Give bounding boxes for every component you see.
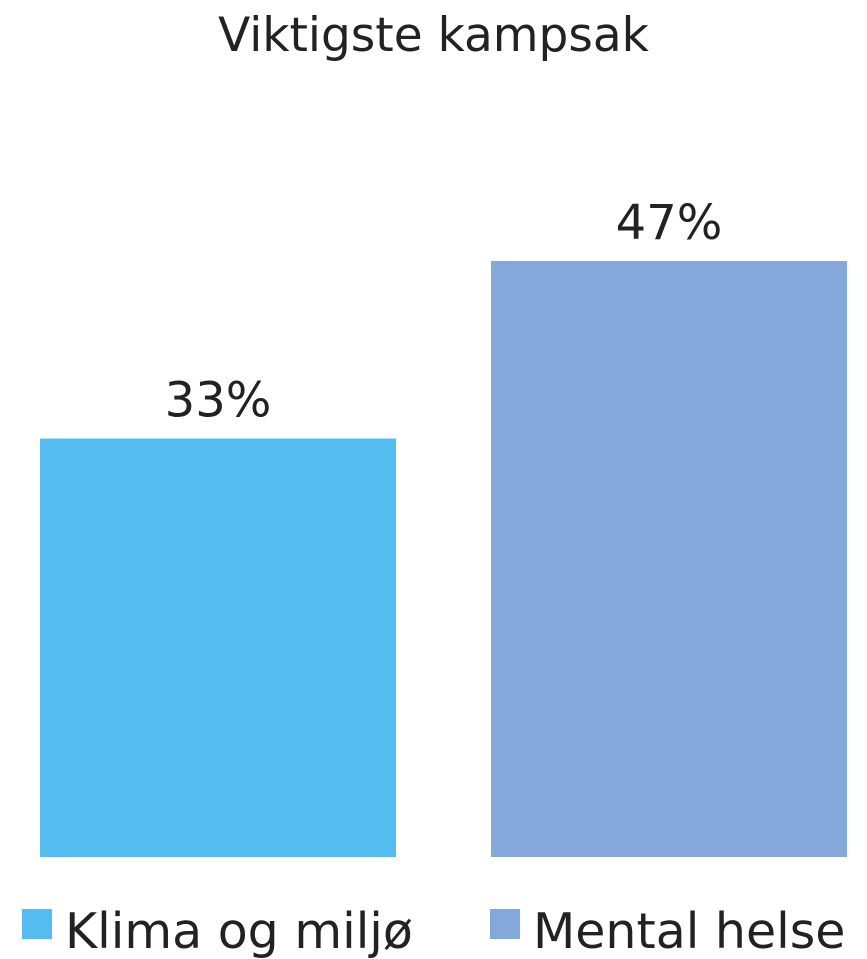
bar-0 [40,438,396,857]
legend-swatch-1 [490,909,520,939]
legend-label-1: Mental helse [533,903,845,959]
data-label-0: 33% [165,373,272,429]
chart-title: Viktigste kampsak [218,8,649,63]
legend-swatch-0 [22,909,52,939]
bar-1 [491,261,847,857]
legend-label-0: Klima og miljø [65,903,413,959]
data-label-1: 47% [616,195,723,251]
